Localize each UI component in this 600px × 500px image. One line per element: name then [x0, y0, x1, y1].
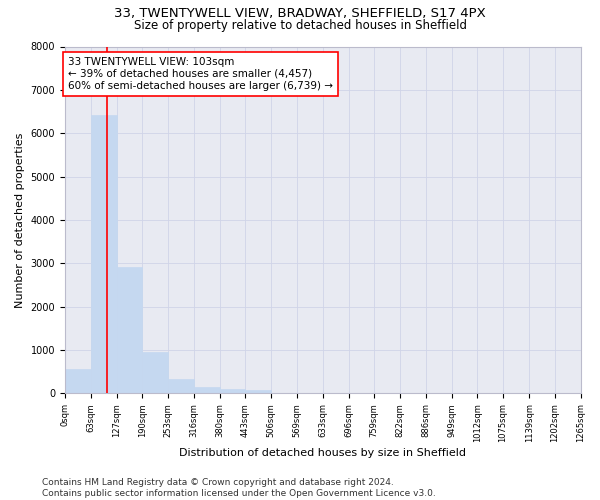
- X-axis label: Distribution of detached houses by size in Sheffield: Distribution of detached houses by size …: [179, 448, 466, 458]
- Bar: [65, 370, 91, 393]
- Bar: [220, 389, 245, 393]
- Text: Contains HM Land Registry data © Crown copyright and database right 2024.
Contai: Contains HM Land Registry data © Crown c…: [42, 478, 436, 498]
- Bar: [168, 379, 194, 393]
- Text: 33 TWENTYWELL VIEW: 103sqm
← 39% of detached houses are smaller (4,457)
60% of s: 33 TWENTYWELL VIEW: 103sqm ← 39% of deta…: [68, 58, 333, 90]
- Bar: [142, 352, 168, 393]
- Bar: [245, 390, 271, 393]
- Y-axis label: Number of detached properties: Number of detached properties: [15, 132, 25, 308]
- Text: Size of property relative to detached houses in Sheffield: Size of property relative to detached ho…: [133, 19, 467, 32]
- Bar: [194, 386, 220, 393]
- Bar: [91, 114, 116, 393]
- Bar: [116, 266, 142, 393]
- Text: 33, TWENTYWELL VIEW, BRADWAY, SHEFFIELD, S17 4PX: 33, TWENTYWELL VIEW, BRADWAY, SHEFFIELD,…: [114, 8, 486, 20]
